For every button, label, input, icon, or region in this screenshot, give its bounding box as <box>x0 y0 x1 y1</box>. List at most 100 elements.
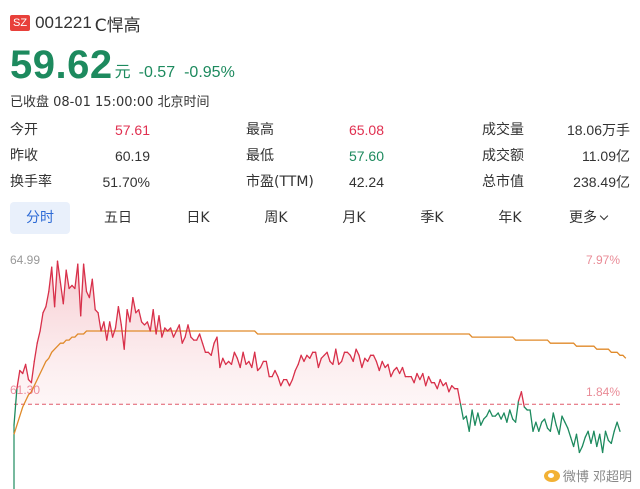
tab-quarterly-k[interactable]: 季K <box>420 210 444 226</box>
price-line-segment <box>352 348 357 363</box>
price-line-segment <box>416 372 421 381</box>
price-line-segment <box>364 357 369 363</box>
price-line-segment <box>538 421 543 432</box>
stock-code: 001221 <box>35 13 92 32</box>
price-line-segment <box>314 351 320 369</box>
tab-monthly-k[interactable]: 月K <box>342 210 366 226</box>
price-row: 59.62 元 -0.57 -0.95% <box>10 40 235 88</box>
tab-daily-k[interactable]: 日K <box>186 210 210 226</box>
price-line-segment <box>51 266 56 308</box>
price-line-segment <box>587 430 592 445</box>
watermark-text: 微博 邓超明 <box>562 470 632 485</box>
stat-value: 51.70% <box>102 174 150 190</box>
weibo-logo-icon <box>543 469 560 482</box>
price-line-segment <box>332 348 337 366</box>
price-line-segment <box>561 415 566 423</box>
price-line-segment <box>427 375 433 384</box>
price-line-segment <box>48 266 53 293</box>
price-line-segment <box>82 263 88 293</box>
price-line-segment <box>106 321 111 341</box>
stats-grid: 今开 57.61 昨收 60.19 换手率 51.70% 最高 65.08 最低… <box>10 118 630 194</box>
price-line-segment <box>184 324 189 338</box>
price-line-segment <box>152 309 157 335</box>
price-line-segment <box>517 391 523 402</box>
price-line-segment <box>219 357 224 369</box>
price-line-segment <box>610 430 615 445</box>
price-line-segment <box>471 409 476 426</box>
stat-pe-ttm: 市盈(TTM) 42.24 <box>246 170 384 194</box>
price-line-segment <box>256 366 262 372</box>
price-line-segment <box>109 321 114 338</box>
intraday-chart-svg: 64.99 61.30 7.97% 1.84% <box>10 253 627 489</box>
price-line-segment <box>346 351 351 356</box>
price-line-segment <box>616 421 621 432</box>
price-line-segment <box>523 406 528 411</box>
stat-open: 今开 57.61 <box>10 118 150 142</box>
price-line-segment <box>509 409 514 420</box>
price-line-segment <box>349 354 354 363</box>
price-line-segment <box>500 412 505 420</box>
tab-weekly-k[interactable]: 周K <box>264 210 288 226</box>
price-line-segment <box>138 309 143 323</box>
price-line-segment <box>190 336 195 341</box>
price-line-segment <box>129 296 134 323</box>
price-line-segment <box>62 269 67 305</box>
price-line-segment <box>593 430 598 448</box>
stat-high: 最高 65.08 <box>246 118 384 142</box>
stat-label: 今开 <box>10 122 38 138</box>
price-line-segment <box>126 309 131 323</box>
chart-period-tabs: 分时 五日 日K 周K 月K 季K 年K 更多 <box>10 202 630 234</box>
price-line-segment <box>225 360 230 366</box>
price-line-segment <box>239 351 244 369</box>
price-line-segment <box>248 360 253 369</box>
price-line-segment <box>91 278 96 311</box>
price-line-segment <box>242 351 247 366</box>
price-unit: 元 <box>114 62 131 81</box>
stat-market-cap: 总市值 238.49亿 <box>482 170 630 194</box>
price-line-segment <box>599 433 604 454</box>
price-line-segment <box>161 327 166 338</box>
stat-value: 42.24 <box>348 174 384 190</box>
price-line-segment <box>172 330 178 338</box>
price-line-segment <box>465 415 470 432</box>
stat-label: 成交额 <box>482 148 524 164</box>
price-line-segment <box>335 348 340 366</box>
price-line-segment <box>436 378 441 390</box>
price-line-segment <box>146 321 151 332</box>
price-line-segment <box>451 385 456 390</box>
tab-more[interactable]: 更多 <box>560 202 616 234</box>
y-axis-label-pct-max: 7.97% <box>586 253 620 267</box>
price-line-segment <box>120 324 125 350</box>
price-line-segment <box>543 418 549 429</box>
tab-intraday[interactable]: 分时 <box>10 202 70 234</box>
price-line-segment <box>288 378 294 387</box>
tab-yearly-k[interactable]: 年K <box>498 210 522 226</box>
price-line-segment <box>280 378 285 387</box>
price-line-segment <box>613 421 618 432</box>
price-line-segment <box>570 436 575 448</box>
price-line-segment <box>390 369 395 378</box>
price-line-segment <box>488 409 494 417</box>
intraday-chart[interactable]: 64.99 61.30 7.97% 1.84% 微博 邓超明 <box>0 240 640 489</box>
price-line-segment <box>201 342 207 353</box>
price-line-segment <box>13 388 18 426</box>
price-line-segment <box>393 366 398 372</box>
price-line-segment <box>30 360 35 384</box>
price-line-segment <box>88 278 93 299</box>
price-line-segment <box>245 360 250 366</box>
price-line-segment <box>398 366 404 375</box>
price-change: -0.57 <box>138 64 176 81</box>
y-axis-label-max: 64.99 <box>10 253 40 267</box>
price-line-segment <box>503 412 508 423</box>
price-line-segment <box>433 382 438 390</box>
price-line-segment <box>114 306 120 329</box>
tab-five-day[interactable]: 五日 <box>104 210 132 226</box>
price-line-segment <box>251 351 256 369</box>
stat-value: 238.49亿 <box>573 174 630 190</box>
price-line-segment <box>265 360 270 378</box>
price-line-segment <box>419 372 424 381</box>
price-line-segment <box>300 354 305 363</box>
price-line-segment <box>42 306 47 314</box>
price-line-segment <box>309 351 314 359</box>
price-line-segment <box>140 321 146 326</box>
